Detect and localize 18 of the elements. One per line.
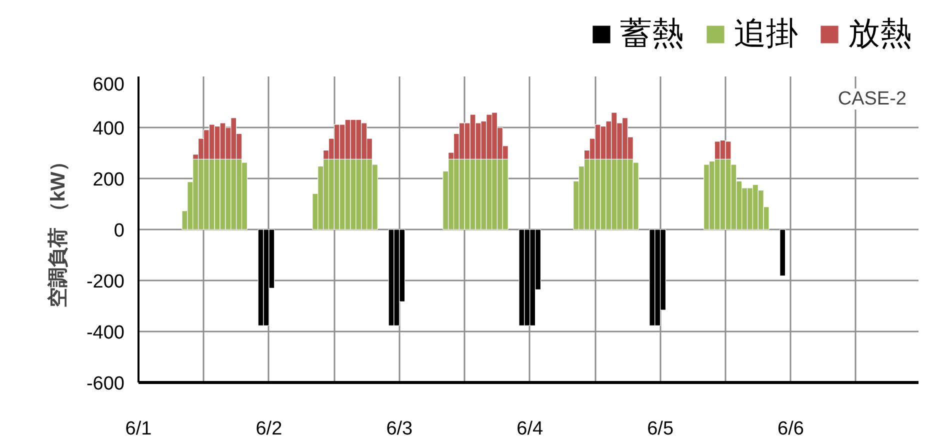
x-tick-label: 6/1	[125, 418, 152, 440]
x-tick-label: 6/4	[516, 418, 544, 440]
y-tick-label: 200	[92, 170, 124, 190]
y-tick-label: 0	[114, 220, 125, 242]
y-tick-label: -600	[86, 374, 125, 394]
y-tick-label: 600	[92, 74, 124, 96]
annotation: CASE-2	[838, 88, 907, 110]
x-tick-label: 6/6	[778, 418, 804, 440]
x-tick-label: 6/2	[256, 418, 282, 440]
y-tick-label: 400	[92, 118, 124, 140]
y-tick-label: -400	[86, 322, 125, 344]
legend-label: 追掛	[734, 14, 798, 53]
x-tick-label: 6/5	[647, 418, 674, 440]
legend-label: 放熱	[848, 14, 912, 53]
x-tick-label: 6/3	[386, 418, 413, 440]
y-axis-title: 空調負荷 （kW）	[46, 152, 70, 308]
y-tick-label: -200	[86, 272, 125, 292]
legend-label: 蓄熱	[620, 14, 684, 53]
